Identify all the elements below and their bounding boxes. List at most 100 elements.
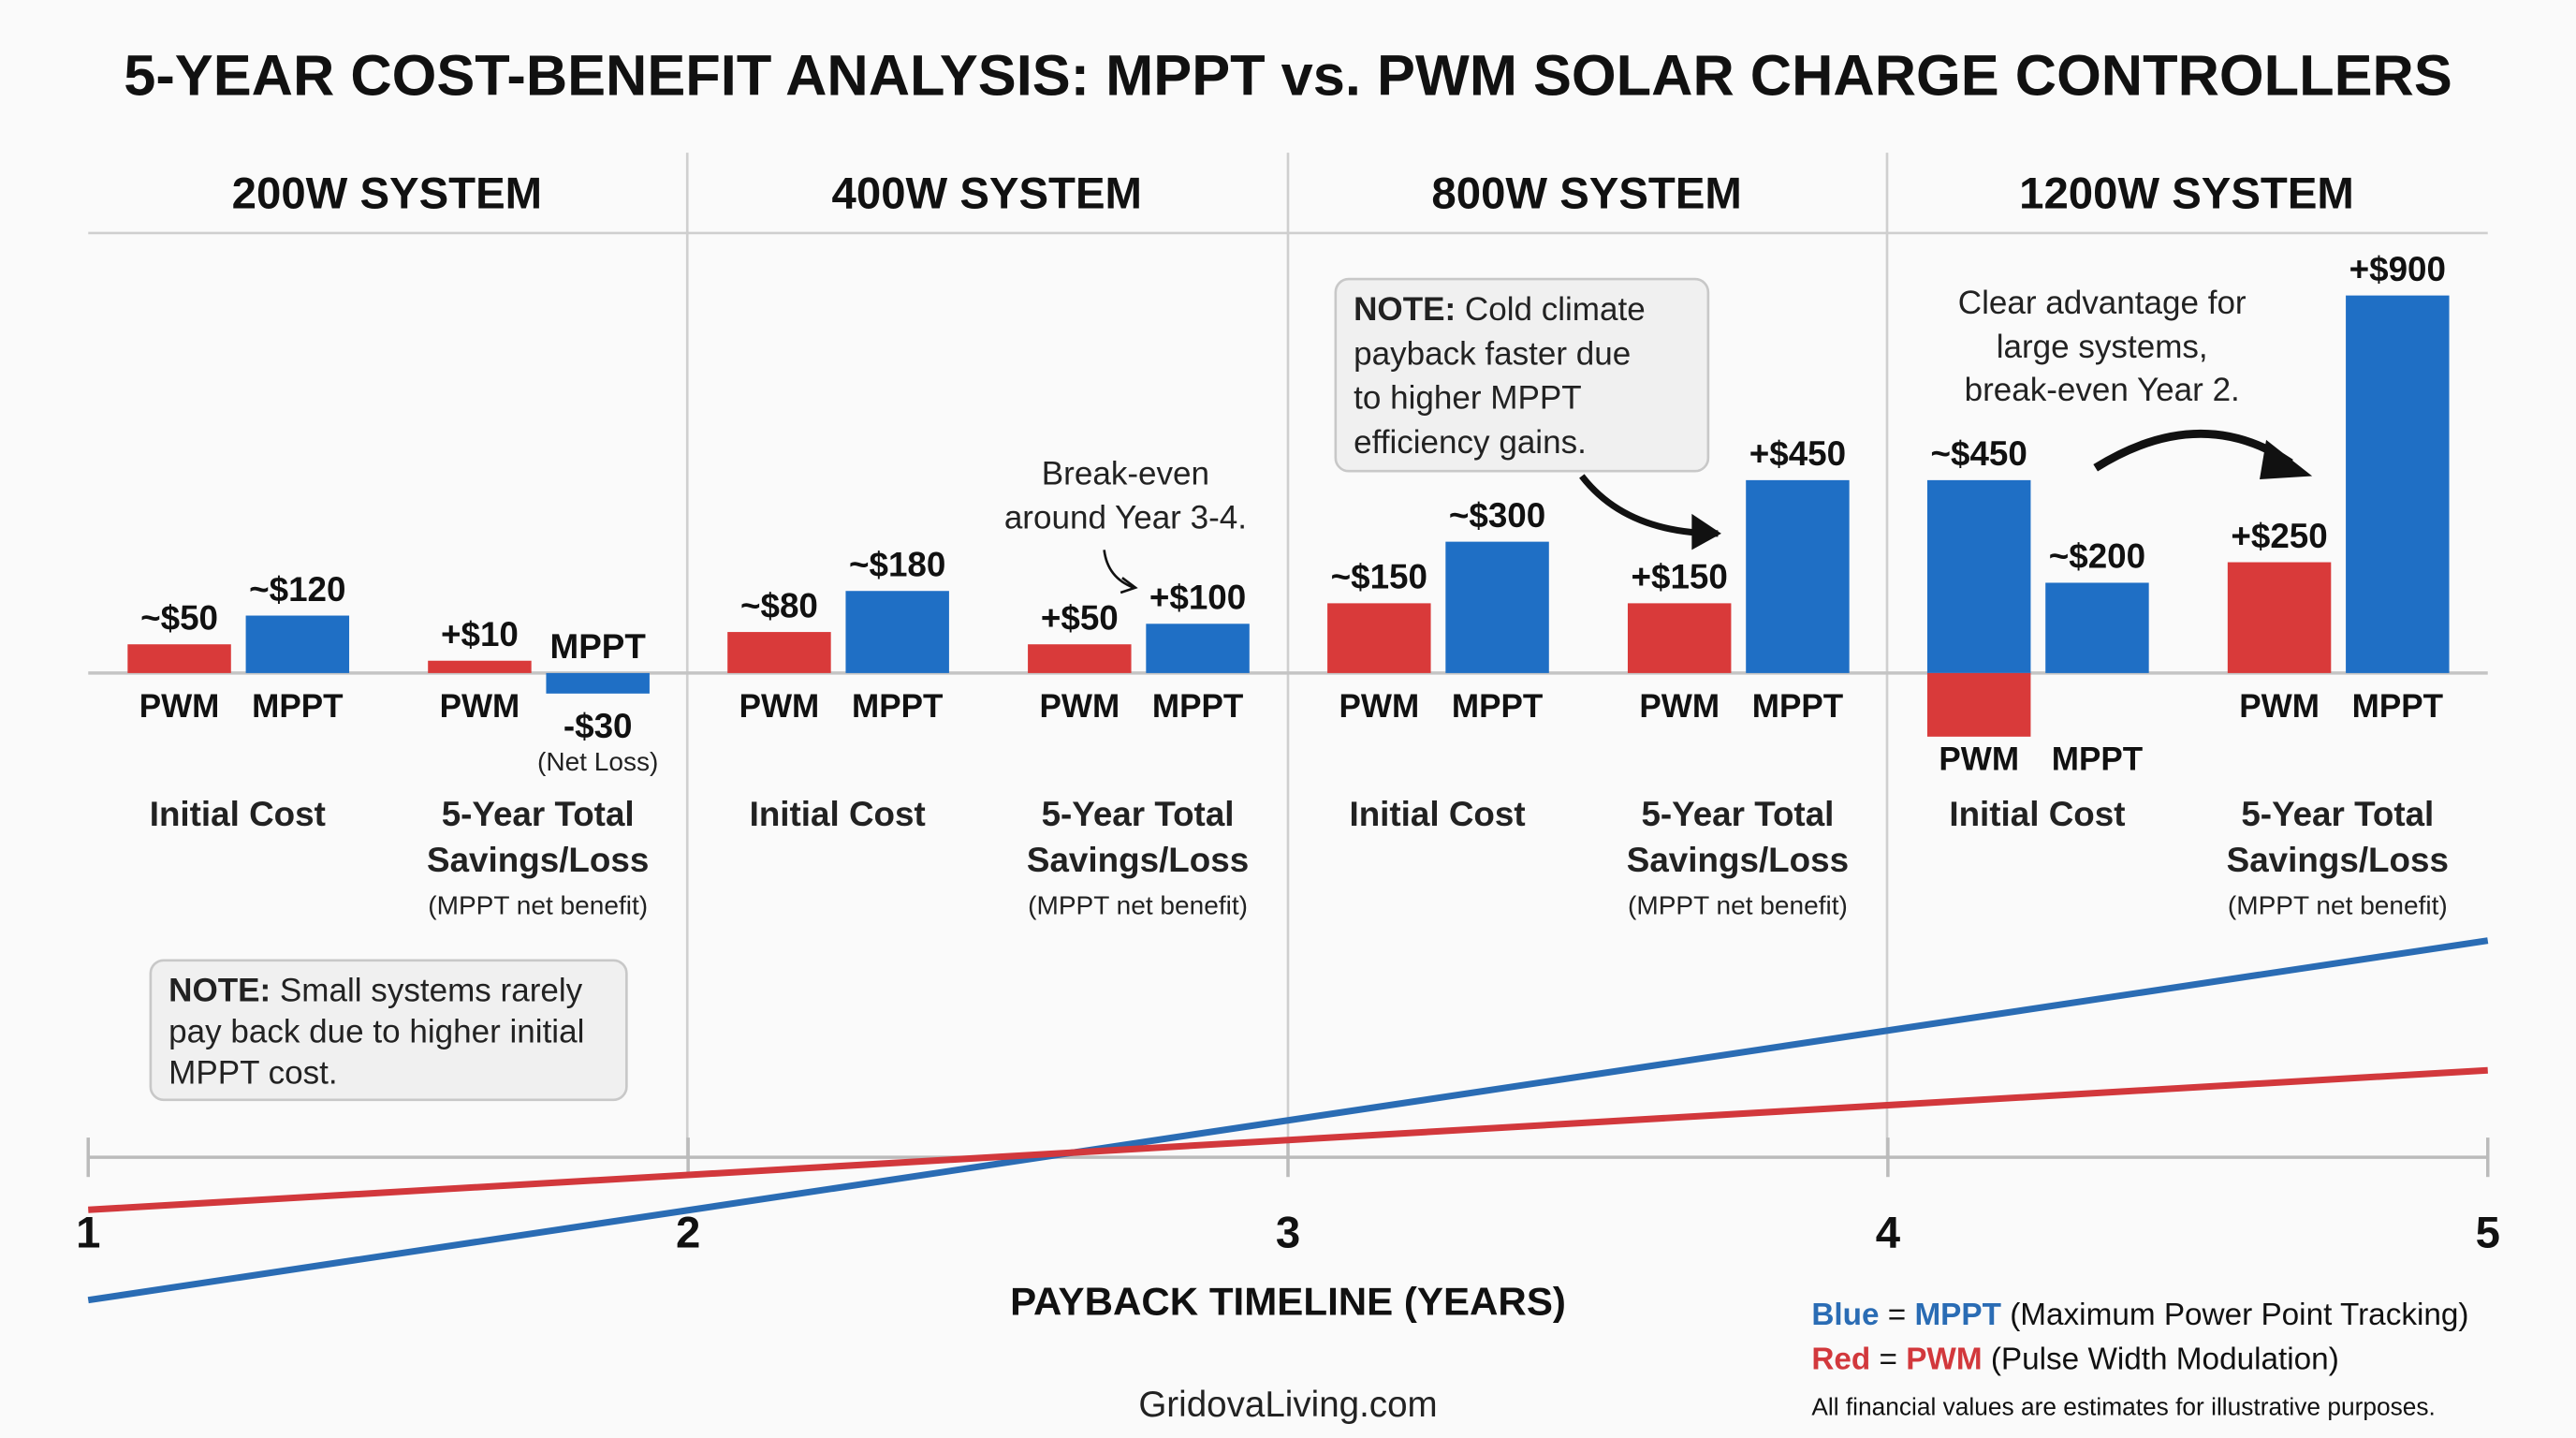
legend-mppt-desc: (Maximum Power Point Tracking) xyxy=(2001,1298,2469,1332)
bar-value-label: +$100 xyxy=(1149,579,1246,617)
note-line: Clear advantage for xyxy=(1958,285,2247,321)
series-label: PWM xyxy=(1039,688,1120,725)
series-label: MPPT xyxy=(852,688,944,725)
category-label: Initial Cost xyxy=(1349,795,1525,833)
category-label: Savings/Loss xyxy=(1027,841,1249,879)
category-label: Initial Cost xyxy=(150,795,326,833)
bar-value-label: +$10 xyxy=(441,615,519,653)
series-label: PWM xyxy=(1639,688,1720,725)
system-section: 200W SYSTEM ~$50 PWM ~$120 MPPT Initial Cost +… xyxy=(127,169,658,920)
series-label: PWM xyxy=(2239,688,2320,725)
pwm-bar xyxy=(1028,644,1132,673)
mppt-bar xyxy=(2045,582,2149,673)
legend-eq: = xyxy=(1879,1298,1914,1332)
system-header: 1200W SYSTEM xyxy=(2019,169,2354,219)
system-header: 400W SYSTEM xyxy=(832,169,1142,219)
legend-eq: = xyxy=(1870,1342,1906,1376)
legend-mppt: Blue = MPPT (Maximum Power Point Trackin… xyxy=(1811,1298,2468,1332)
series-label: PWM xyxy=(440,688,520,725)
mppt-bar xyxy=(1146,624,1250,673)
bar-value-label: +$50 xyxy=(1041,598,1119,637)
legend-mppt-name: MPPT xyxy=(1914,1298,2001,1332)
arrow-icon xyxy=(1103,550,1134,589)
bar-value-label: ~$50 xyxy=(140,598,218,637)
bar-value-label: ~$120 xyxy=(249,570,345,609)
pwm-bar xyxy=(428,660,532,673)
bar-note: (Net Loss) xyxy=(537,747,658,776)
svg-text:NOTE: Cold climate: NOTE: Cold climate xyxy=(1354,291,1646,328)
category-label: 5-Year Total xyxy=(1641,795,1834,833)
pwm-bar xyxy=(127,644,231,673)
arrowhead-icon xyxy=(1120,577,1138,594)
series-label: PWM xyxy=(1339,688,1419,725)
system-section: 400W SYSTEM ~$80 PWM ~$180 MPPT Initial Cost +… xyxy=(727,169,1250,920)
system-section: 800W SYSTEM ~$150 PWM ~$300 MPPT Initial Cost… xyxy=(1327,169,1850,920)
pwm-bar xyxy=(1926,672,2031,737)
x-tick-label: 5 xyxy=(2476,1209,2500,1258)
series-label: MPPT xyxy=(1452,688,1544,725)
bar-value-label: +$150 xyxy=(1631,558,1727,596)
category-label: Initial Cost xyxy=(750,795,926,833)
note-line: Cold climate xyxy=(1456,291,1646,328)
x-tick-label: 4 xyxy=(1876,1209,1901,1258)
series-label: PWM xyxy=(1939,741,2019,777)
mppt-bar xyxy=(845,591,949,673)
mppt-bar xyxy=(546,672,650,694)
mppt-bar xyxy=(1926,479,2031,673)
pwm-payback-line xyxy=(88,1066,2488,1213)
bar-value-label: +$900 xyxy=(2349,250,2446,288)
note-small-systems: NOTE: Small systems rarely pay back due … xyxy=(149,959,628,1102)
category-sublabel: (MPPT net benefit) xyxy=(2228,891,2448,920)
bar-value-label: ~$450 xyxy=(1930,434,2027,473)
pwm-bar xyxy=(727,632,831,673)
note-line: payback faster due xyxy=(1354,335,1631,372)
note-bold: NOTE: xyxy=(1354,291,1456,328)
bar-value-label: ~$300 xyxy=(1449,496,1545,535)
note-cold-climate: NOTE: Cold climate payback faster due to… xyxy=(1334,277,1710,473)
series-label: PWM xyxy=(139,688,220,725)
series-label: MPPT xyxy=(550,627,647,666)
legend-pwm-desc: (Pulse Width Modulation) xyxy=(1983,1342,2339,1376)
note-break-even: Break-even around Year 3-4. xyxy=(1004,455,1247,536)
note-line: MPPT cost. xyxy=(168,1054,337,1091)
disclaimer: All financial values are estimates for i… xyxy=(1811,1392,2436,1420)
chart-title: 5-YEAR COST-BENEFIT ANALYSIS: MPPT vs. P… xyxy=(124,44,2452,109)
bar-value-label: ~$180 xyxy=(849,545,945,583)
category-label: 5-Year Total xyxy=(442,795,635,833)
bar-value-label: +$250 xyxy=(2231,517,2327,555)
note-line: pay back due to higher initial xyxy=(168,1013,584,1049)
pwm-bar xyxy=(1627,603,1732,673)
category-sublabel: (MPPT net benefit) xyxy=(428,891,648,920)
legend-red-word: Red xyxy=(1811,1342,1870,1376)
note-line: to higher MPPT xyxy=(1354,380,1581,417)
legend-pwm: Red = PWM (Pulse Width Modulation) xyxy=(1811,1342,2338,1376)
category-sublabel: (MPPT net benefit) xyxy=(1028,891,1248,920)
series-label: MPPT xyxy=(1752,688,1844,725)
x-axis-label: PAYBACK TIMELINE (YEARS) xyxy=(1010,1279,1566,1323)
series-label: MPPT xyxy=(2052,741,2144,777)
series-label: PWM xyxy=(739,688,820,725)
legend-pwm-name: PWM xyxy=(1906,1342,1982,1376)
system-header: 200W SYSTEM xyxy=(232,169,542,219)
bar-value-label: ~$200 xyxy=(2049,537,2145,576)
note-line: Break-even xyxy=(1042,455,1209,492)
pwm-bar xyxy=(1327,603,1431,673)
note-large-systems: Clear advantage for large systems, break… xyxy=(1958,285,2247,408)
bar-value-label: ~$150 xyxy=(1331,558,1427,596)
category-sublabel: (MPPT net benefit) xyxy=(1628,891,1848,920)
category-label: Initial Cost xyxy=(1949,795,2125,833)
mppt-bar xyxy=(2346,295,2450,673)
system-header: 800W SYSTEM xyxy=(1431,169,1741,219)
site-credit: GridovaLiving.com xyxy=(1138,1385,1437,1425)
system-section: 1200W SYSTEM ~$450 PWM ~$200 MPPT Initial Cos… xyxy=(1926,169,2450,920)
arrowhead-icon xyxy=(2260,439,2313,479)
note-line: around Year 3-4. xyxy=(1004,500,1247,536)
x-tick-label: 1 xyxy=(76,1209,100,1258)
category-label: 5-Year Total xyxy=(1042,795,1235,833)
svg-text:NOTE: Small systems rarely: NOTE: Small systems rarely xyxy=(168,973,583,1009)
bar-value-label: ~$80 xyxy=(740,586,818,624)
category-label: Savings/Loss xyxy=(1627,841,1849,879)
note-bold: NOTE: xyxy=(168,973,271,1009)
bar-value-label: -$30 xyxy=(564,707,633,745)
